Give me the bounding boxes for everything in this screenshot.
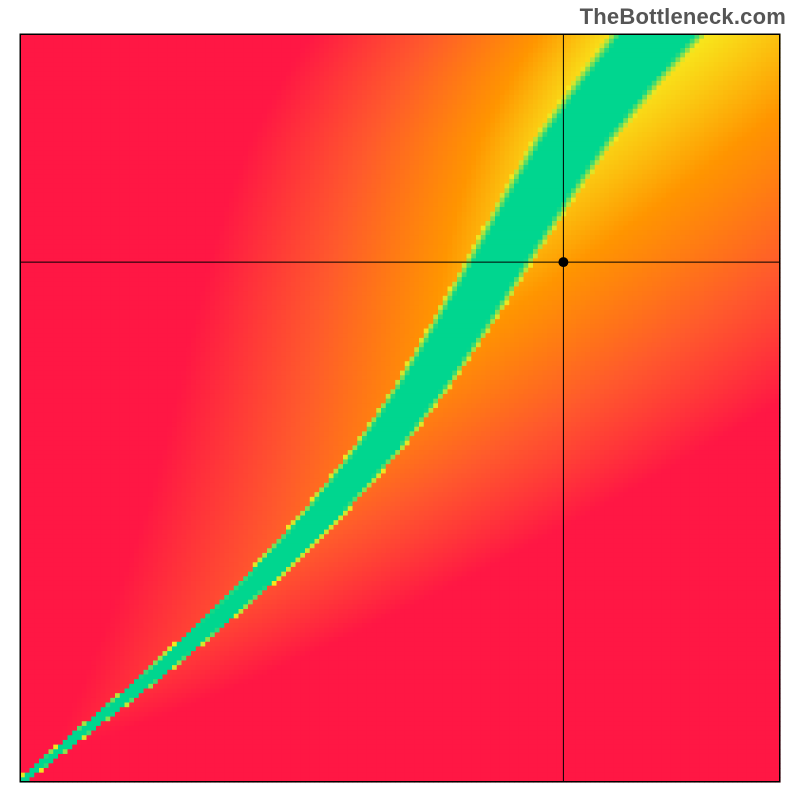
attribution-text: TheBottleneck.com (580, 4, 786, 30)
plot-border (20, 34, 780, 782)
chart-container: TheBottleneck.com (0, 0, 800, 800)
